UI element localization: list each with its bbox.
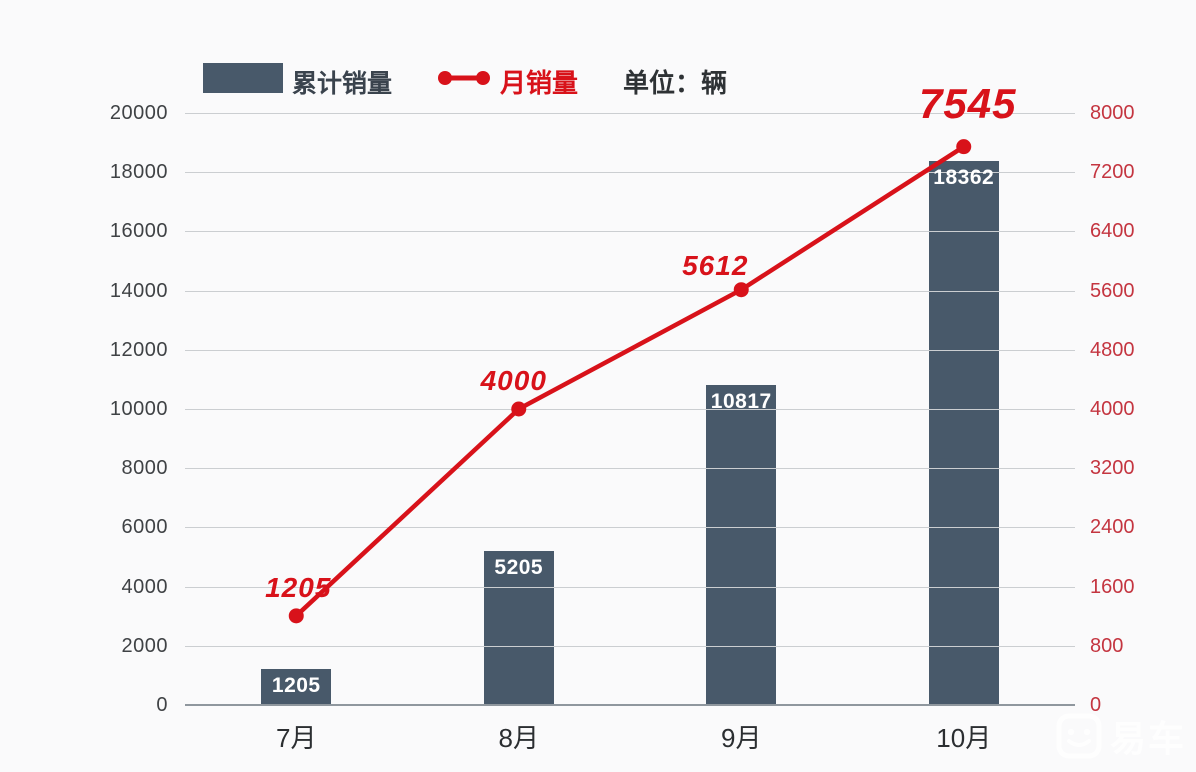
left-axis-tick-label: 12000 — [109, 338, 168, 361]
left-axis-tick-label: 0 — [156, 694, 168, 716]
watermark-logo-icon — [1056, 713, 1102, 759]
right-axis-tick-label: 0 — [1090, 694, 1102, 716]
legend-line-series-label: 月销量 — [500, 68, 579, 98]
watermark-text: 易车 — [1110, 718, 1187, 759]
unit-label: 单位：辆 — [623, 68, 728, 98]
line-point-label: 4000 — [480, 365, 547, 396]
left-axis-tick-label: 6000 — [121, 516, 168, 539]
gridline — [185, 645, 1075, 647]
bar-value-label: 5205 — [494, 555, 544, 579]
gridline — [185, 113, 1075, 114]
bar — [928, 161, 999, 705]
x-axis-label: 7月 — [276, 723, 317, 753]
right-axis-tick-label: 800 — [1090, 634, 1124, 657]
line-point-label: 7545 — [919, 79, 1017, 127]
line-point-label: 5612 — [682, 249, 749, 281]
left-axis-tick-label: 16000 — [109, 220, 168, 243]
x-axis-baseline — [185, 704, 1075, 706]
left-axis-tick-label: 18000 — [109, 161, 168, 184]
gridline — [185, 527, 1075, 529]
left-axis-tick-label: 4000 — [121, 575, 168, 598]
line-point — [288, 608, 304, 624]
bar — [261, 669, 332, 705]
left-axis-tick-label: 14000 — [109, 279, 168, 302]
right-axis-tick-label: 1600 — [1090, 575, 1135, 598]
gridline — [185, 586, 1075, 588]
gridline — [185, 290, 1075, 292]
left-axis-tick-label: 10000 — [109, 398, 168, 420]
line-point — [511, 401, 527, 417]
bar-value-label: 10817 — [710, 389, 772, 413]
right-axis-tick-label: 8000 — [1090, 102, 1135, 124]
gridline — [185, 231, 1075, 233]
line-point-label: 1205 — [265, 571, 332, 603]
x-axis-label: 8月 — [498, 723, 539, 753]
line-point — [956, 139, 972, 155]
legend-bar-series-label: 累计销量 — [292, 70, 393, 98]
bar-value-label: 18362 — [933, 166, 995, 190]
chart-legend: 累计销量 月销量 单位：辆 — [0, 0, 1196, 100]
right-axis-tick-label: 2400 — [1090, 516, 1135, 539]
bar-value-label: 1205 — [271, 674, 321, 698]
right-axis-tick-label: 5600 — [1090, 279, 1135, 302]
legend-bar-swatch — [203, 63, 283, 93]
bar — [483, 550, 554, 705]
right-axis-tick-label: 3200 — [1090, 457, 1135, 480]
gridline — [185, 468, 1075, 470]
watermark: 易车 — [1056, 710, 1186, 762]
legend-line-icon — [438, 71, 490, 85]
left-axis-tick-label: 20000 — [109, 102, 168, 124]
x-axis-label: 10月 — [936, 723, 992, 753]
line-point — [733, 282, 749, 298]
gridline — [185, 172, 1075, 174]
x-axis-label: 9月 — [721, 723, 762, 753]
right-axis-tick-label: 7200 — [1090, 161, 1135, 184]
left-axis-tick-label: 8000 — [121, 457, 168, 480]
bar — [706, 384, 777, 705]
left-axis-tick-label: 2000 — [121, 634, 168, 657]
gridline — [185, 409, 1075, 410]
right-axis-tick-label: 4800 — [1090, 338, 1135, 361]
right-axis-tick-label: 6400 — [1090, 220, 1135, 243]
right-axis-tick-label: 4000 — [1090, 398, 1135, 420]
line-path — [294, 144, 965, 618]
